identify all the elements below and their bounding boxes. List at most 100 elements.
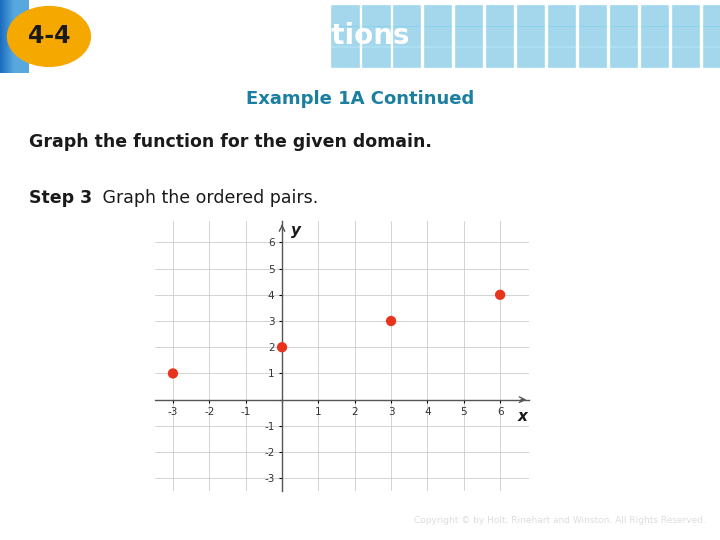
Bar bbox=[12, 0, 26, 73]
Bar bbox=[486, 5, 513, 25]
Bar bbox=[517, 26, 544, 46]
Bar bbox=[579, 46, 606, 67]
Bar bbox=[8, 0, 22, 73]
Bar bbox=[610, 5, 637, 25]
Bar bbox=[5, 0, 19, 73]
Bar bbox=[0, 0, 14, 73]
Bar bbox=[10, 0, 24, 73]
Bar bbox=[362, 46, 390, 67]
Bar bbox=[9, 0, 24, 73]
Bar bbox=[331, 5, 359, 25]
Bar bbox=[393, 26, 420, 46]
Bar bbox=[517, 5, 544, 25]
Bar bbox=[4, 0, 18, 73]
Bar bbox=[4, 0, 19, 73]
Bar bbox=[486, 26, 513, 46]
Bar bbox=[424, 5, 451, 25]
Bar bbox=[455, 46, 482, 67]
Bar bbox=[610, 46, 637, 67]
Bar bbox=[6, 0, 21, 73]
Bar bbox=[641, 26, 668, 46]
Bar bbox=[14, 0, 28, 73]
Bar bbox=[362, 26, 390, 46]
Bar bbox=[3, 0, 17, 73]
Bar bbox=[424, 26, 451, 46]
Bar bbox=[4, 0, 19, 73]
Bar bbox=[10, 0, 24, 73]
Bar bbox=[14, 0, 29, 73]
Bar bbox=[331, 26, 359, 46]
Bar bbox=[579, 26, 606, 46]
Bar bbox=[12, 0, 26, 73]
Bar bbox=[1, 0, 15, 73]
Bar bbox=[6, 0, 20, 73]
Bar bbox=[8, 0, 22, 73]
Bar bbox=[455, 26, 482, 46]
Point bbox=[385, 316, 397, 325]
Bar bbox=[2, 0, 17, 73]
Bar bbox=[517, 46, 544, 67]
Bar bbox=[641, 5, 668, 25]
Bar bbox=[9, 0, 23, 73]
Bar bbox=[1, 0, 15, 73]
Bar bbox=[486, 46, 513, 67]
Bar bbox=[703, 5, 720, 25]
Bar bbox=[548, 26, 575, 46]
Bar bbox=[13, 0, 27, 73]
Bar bbox=[641, 46, 668, 67]
Bar bbox=[12, 0, 26, 73]
Point bbox=[495, 291, 506, 299]
Bar bbox=[3, 0, 17, 73]
Bar bbox=[0, 0, 14, 73]
Text: Graph the ordered pairs.: Graph the ordered pairs. bbox=[97, 188, 318, 206]
Bar bbox=[7, 0, 22, 73]
Text: Copyright © by Holt, Rinehart and Winston. All Rights Reserved.: Copyright © by Holt, Rinehart and Winsto… bbox=[413, 516, 706, 525]
Bar bbox=[9, 0, 23, 73]
Text: Graphing Functions: Graphing Functions bbox=[104, 23, 410, 50]
Bar bbox=[6, 0, 21, 73]
Text: Step 3: Step 3 bbox=[29, 188, 92, 206]
Bar bbox=[10, 0, 24, 73]
Bar bbox=[11, 0, 25, 73]
Bar bbox=[579, 5, 606, 25]
Bar bbox=[455, 5, 482, 25]
Bar bbox=[331, 46, 359, 67]
Point bbox=[167, 369, 179, 378]
Bar bbox=[7, 0, 22, 73]
Bar bbox=[12, 0, 27, 73]
Bar bbox=[548, 5, 575, 25]
Bar bbox=[672, 26, 699, 46]
Bar bbox=[362, 5, 390, 25]
Bar bbox=[9, 0, 23, 73]
Bar bbox=[393, 46, 420, 67]
Text: Holt Algebra 1: Holt Algebra 1 bbox=[11, 514, 112, 527]
Bar bbox=[672, 46, 699, 67]
Bar bbox=[1, 0, 16, 73]
Bar bbox=[1, 0, 16, 73]
Bar bbox=[12, 0, 27, 73]
Bar bbox=[610, 26, 637, 46]
Bar bbox=[13, 0, 27, 73]
Bar bbox=[703, 46, 720, 67]
Text: Graph the function for the given domain.: Graph the function for the given domain. bbox=[29, 133, 432, 151]
Bar bbox=[9, 0, 24, 73]
Bar bbox=[5, 0, 19, 73]
Bar bbox=[672, 5, 699, 25]
Text: y: y bbox=[291, 222, 301, 238]
Bar bbox=[703, 26, 720, 46]
Text: x: x bbox=[518, 409, 527, 424]
Text: 4-4: 4-4 bbox=[27, 24, 71, 49]
Bar bbox=[424, 46, 451, 67]
Text: Example 1A Continued: Example 1A Continued bbox=[246, 90, 474, 108]
Bar bbox=[11, 0, 25, 73]
Bar bbox=[13, 0, 27, 73]
Bar bbox=[1, 0, 16, 73]
Bar bbox=[3, 0, 17, 73]
Bar bbox=[14, 0, 28, 73]
Ellipse shape bbox=[8, 6, 91, 66]
Bar bbox=[393, 5, 420, 25]
Bar bbox=[6, 0, 20, 73]
Bar bbox=[2, 0, 17, 73]
Point bbox=[276, 343, 288, 352]
Bar bbox=[4, 0, 18, 73]
